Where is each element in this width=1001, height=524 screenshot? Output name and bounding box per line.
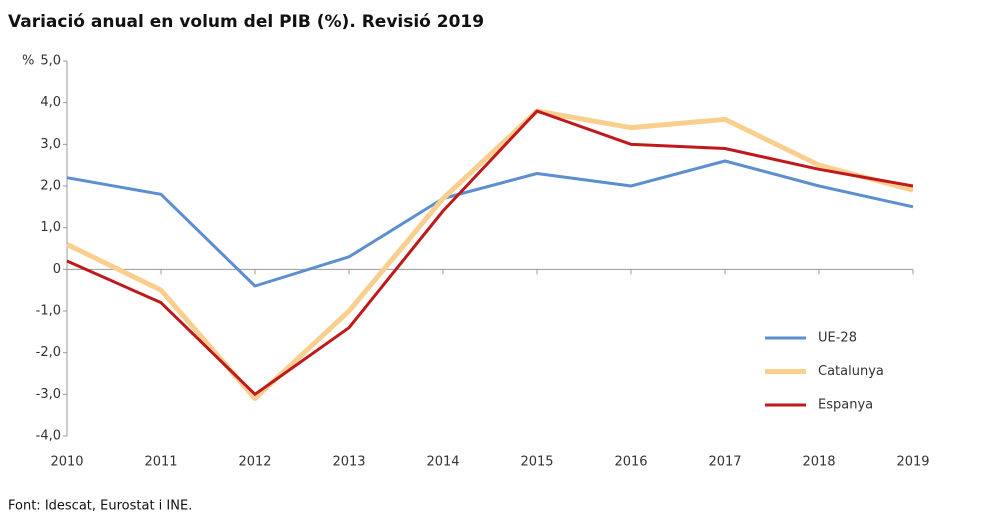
y-tick-label: -4,0 xyxy=(36,429,61,444)
y-tick-label: -1,0 xyxy=(36,304,61,319)
x-tick-label: 2016 xyxy=(614,455,647,470)
legend-label: Catalunya xyxy=(818,364,884,379)
x-tick-label: 2015 xyxy=(520,455,553,470)
y-tick-label: 3,0 xyxy=(40,137,61,152)
x-tick-label: 2013 xyxy=(332,455,365,470)
y-axis-label: % xyxy=(22,54,34,69)
legend-label: UE-28 xyxy=(818,331,857,346)
y-tick-label: -2,0 xyxy=(36,345,61,360)
series-line xyxy=(66,109,914,396)
series-line xyxy=(66,159,914,288)
chart-title: Variació anual en volum del PIB (%). Rev… xyxy=(8,12,484,32)
x-tick-label: 2018 xyxy=(802,455,835,470)
y-tick-label: -3,0 xyxy=(36,387,61,402)
x-tick-label: 2014 xyxy=(426,455,459,470)
y-tick-label: 4,0 xyxy=(40,95,61,110)
legend-label: Espanya xyxy=(818,398,873,413)
y-tick-label: 1,0 xyxy=(40,220,61,235)
x-tick-label: 2011 xyxy=(144,455,177,470)
x-tick-label: 2019 xyxy=(896,455,929,470)
x-tick-label: 2010 xyxy=(50,455,83,470)
y-tick-label: 5,0 xyxy=(40,54,61,69)
y-tick-label: 0 xyxy=(53,262,61,277)
series-line xyxy=(65,108,914,401)
source: Font: Idescat, Eurostat i INE. xyxy=(8,499,192,514)
x-tick-label: 2017 xyxy=(708,455,741,470)
y-tick-label: 2,0 xyxy=(40,179,61,194)
x-tick-label: 2012 xyxy=(238,455,271,470)
